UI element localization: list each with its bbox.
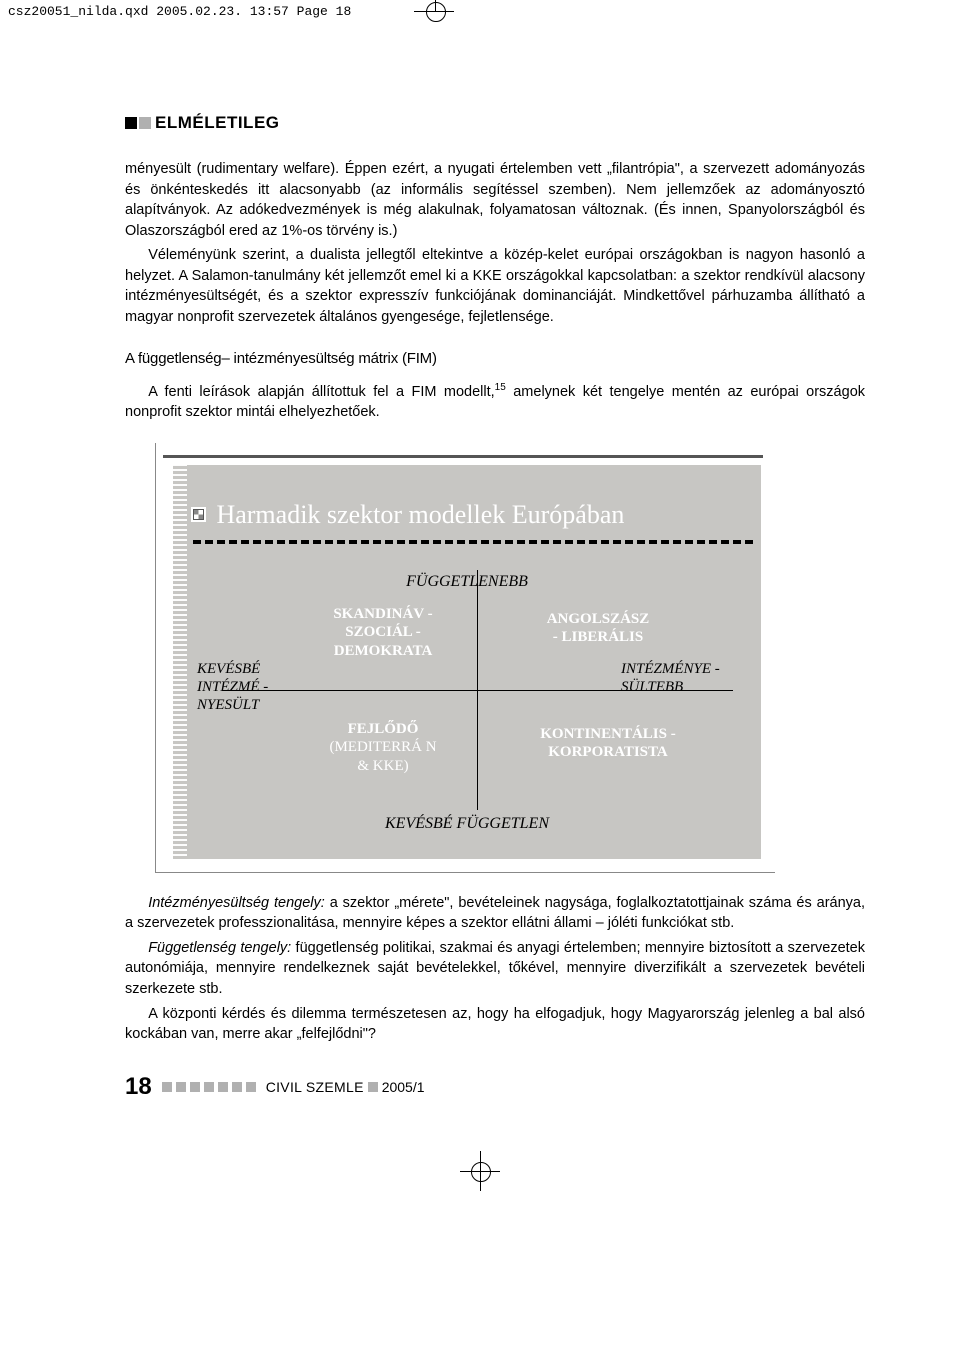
footer-journal: CIVIL SZEMLE — [266, 1079, 364, 1095]
axis-def-label: Intézményesültség tengely: — [148, 895, 325, 911]
text: A fenti leírások alapján állítottuk fel … — [148, 383, 494, 399]
crop-info-text: csz20051_nilda.qxd 2005.02.23. 13:57 Pag… — [8, 4, 351, 19]
page-content: ELMÉLETILEG ményesült (rudimentary welfa… — [0, 23, 960, 1121]
quadrant-bottom-right: KONTINENTÁLIS - KORPORATISTA — [513, 725, 703, 763]
crop-mark-bottom — [460, 1151, 500, 1191]
axis-right-label: INTÉZMÉNYE - SÜLTEBB — [621, 660, 731, 696]
diagram-bullet-icon — [193, 509, 204, 520]
quadrant-top-left: SKANDINÁV - SZOCIÁL - DEMOKRATA — [298, 605, 468, 661]
paragraph: ményesült (rudimentary welfare). Éppen e… — [125, 159, 865, 241]
footer-issue: 2005/1 — [382, 1079, 425, 1095]
page-number: 18 — [125, 1073, 152, 1101]
paragraph: A központi kérdés és dilemma természetes… — [125, 1004, 865, 1045]
section-title: ELMÉLETILEG — [155, 113, 280, 133]
fim-diagram: Harmadik szektor modellek Európában FÜGG… — [155, 443, 775, 873]
axis-top-label: FÜGGETLENEBB — [173, 573, 761, 591]
paragraph: Függetlenség tengely: függetlenség polit… — [125, 938, 865, 1000]
axis-def-label: Függetlenség tengely: — [148, 940, 291, 956]
square-bullet-icon — [125, 117, 137, 129]
diagram-title: Harmadik szektor modellek Európában — [216, 500, 624, 529]
crop-info-bar: csz20051_nilda.qxd 2005.02.23. 13:57 Pag… — [0, 0, 960, 23]
page-footer: 18 CIVIL SZEMLE 2005/1 — [125, 1073, 865, 1101]
paragraph: Intézményesültség tengely: a szektor „mé… — [125, 893, 865, 934]
quadrant-bottom-left: FEJLŐDŐ (MEDITERRÁ N & KKE) — [298, 720, 468, 776]
paragraph: Véleményünk szerint, a dualista jellegtő… — [125, 245, 865, 327]
footnote-ref: 15 — [495, 382, 506, 393]
paragraph: A fenti leírások alapján állítottuk fel … — [125, 381, 865, 423]
section-header: ELMÉLETILEG — [125, 113, 865, 133]
axis-left-label: KEVÉSBÉ INTÉZMÉ - NYESÜLT — [197, 660, 287, 714]
subheading: A függetlenség– intézményesültség mátrix… — [125, 350, 865, 367]
quadrant-top-right: ANGOLSZÁSZ - LIBERÁLIS — [513, 610, 683, 648]
axis-bottom-label: KEVÉSBÉ FÜGGETLEN — [173, 815, 761, 833]
square-bullet-icon — [139, 117, 151, 129]
